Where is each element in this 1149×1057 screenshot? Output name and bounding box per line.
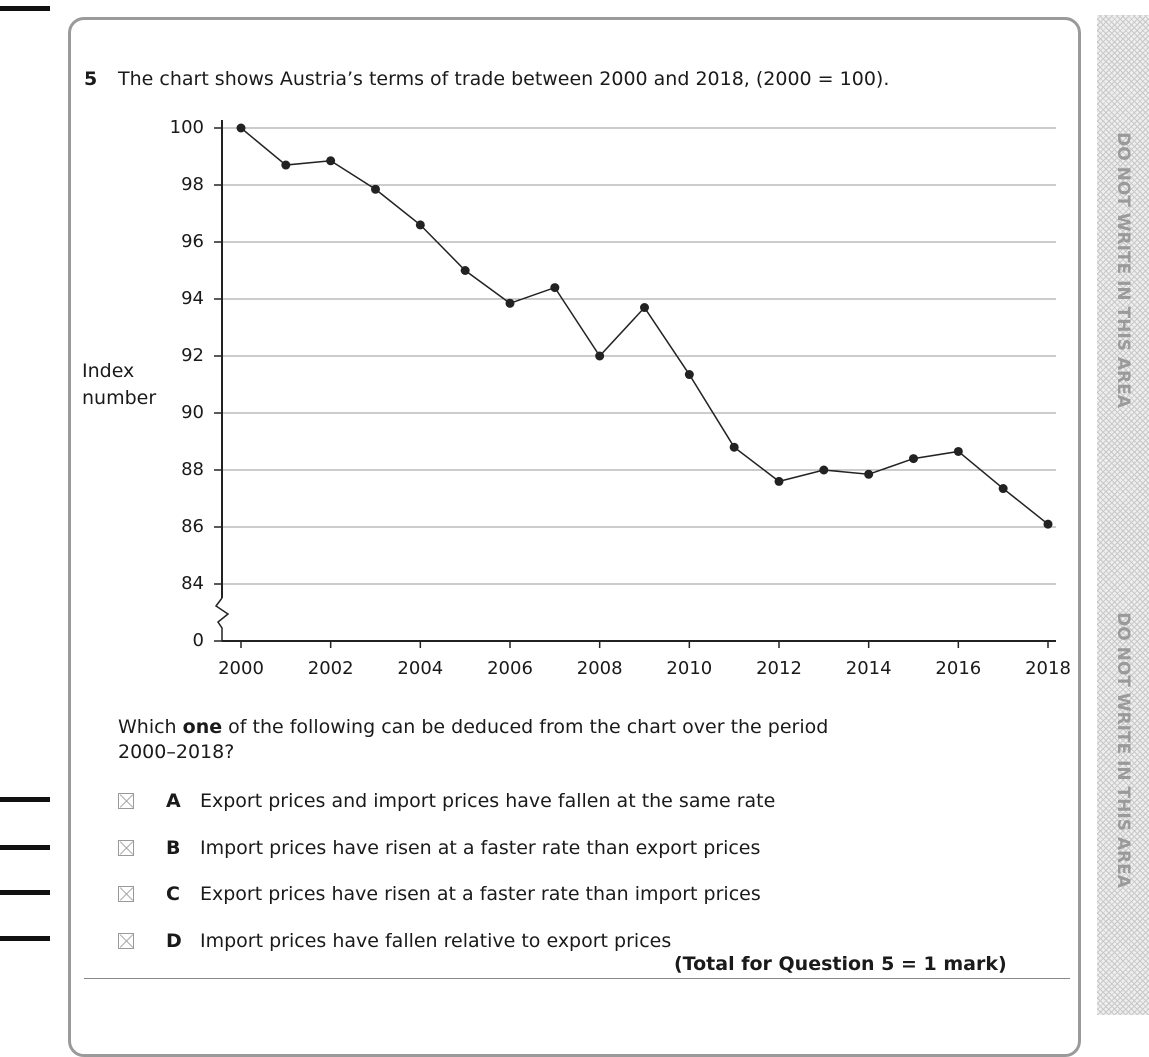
checkbox[interactable] [118,840,134,856]
chart: 0 84 86 88 90 92 94 96 98 100 2000 2002 2004 2006 2008… [170,117,1071,679]
data-point [819,465,829,475]
axis-break [214,597,230,641]
data-point [415,220,425,230]
y-tick-label: 86 [181,516,204,537]
data-point [729,442,739,452]
data-point [460,266,470,275]
data-point [550,283,560,293]
checkbox[interactable] [118,933,134,949]
option-text: Import prices have risen at a faster rat… [200,837,761,859]
page: DO NOT WRITE IN THIS AREA DO NOT WRITE I… [0,0,1149,1013]
x-tick-label: 2006 [487,658,533,679]
data-point [236,123,246,133]
x-tick-label: 2016 [935,658,981,679]
data-point [326,156,336,166]
rule [84,978,1070,979]
prompt-text: Which [118,716,177,738]
x-tick-label: 2018 [1025,658,1071,679]
data-point [371,184,380,194]
data-line [240,127,1049,525]
data-point [595,351,605,361]
checkbox[interactable] [118,886,134,902]
prompt-bold: one [182,716,223,738]
question-number: 5 [84,68,98,90]
margin-text: DO NOT WRITE IN THIS AREA [1113,132,1133,408]
option-text: Export prices have risen at a faster rat… [200,883,761,905]
option-letter: D [166,930,182,952]
option[interactable]: C Export prices have risen at a faster ra… [118,883,761,905]
option-text: Import prices have fallen relative to ex… [200,930,672,952]
margin-bar [0,797,50,802]
data-point [1043,519,1053,529]
checkbox[interactable] [118,793,134,809]
data-point [281,160,291,170]
y-axis-label: Index number [82,360,157,409]
prompt: Which one of the following can be deduce… [118,715,878,765]
data-point [909,454,918,464]
margin-text: DO NOT WRITE IN THIS AREA [1113,612,1133,888]
option-text: Export prices and import prices have fal… [200,790,776,812]
x-tick-label: 2004 [397,658,443,679]
total: (Total for Question 5 = 1 mark) [674,953,1007,975]
x-tick-label: 2012 [756,658,802,679]
option-letter: C [166,883,180,905]
option[interactable]: D Import prices have fallen relative to e… [118,930,671,952]
y-tick-label: 90 [181,402,204,423]
y-tick-label: 96 [181,231,204,252]
x-tick-label: 2000 [218,658,264,679]
option-letter: B [166,837,181,859]
margin-bar [0,6,50,11]
x-tick-label: 2008 [577,658,623,679]
data-point [684,370,694,380]
y-tick-label: 84 [181,573,204,594]
x-tick-label: 2010 [666,658,712,679]
margin-bar [0,845,50,850]
x-tick-label: 2002 [308,658,354,679]
option[interactable]: A Export prices and import prices have fa… [118,790,775,812]
question-title: The chart shows Austria’s terms of trade… [118,68,890,90]
x-tick-label: 2014 [846,658,892,679]
y-tick-label: 94 [181,288,204,309]
y-tick-label: 100 [170,117,204,138]
margin-bar [0,936,50,941]
option[interactable]: B Import prices have risen at a faster ra… [118,837,760,859]
margin-strip: DO NOT WRITE IN THIS AREA DO NOT WRITE I… [1097,15,1149,1015]
y-tick-label: 0 [193,630,204,651]
y-tick-label: 88 [181,459,204,480]
y-tick-label: 92 [181,345,204,366]
data-point [774,476,784,486]
margin-bar [0,890,50,895]
data-point [998,484,1008,494]
data-point [953,446,963,456]
data-point [864,469,874,479]
option-letter: A [166,790,181,812]
data-point [505,298,515,308]
data-point [640,303,649,313]
y-tick-label: 98 [181,174,204,195]
prompt-text: of the following can be deduced from the… [118,716,829,763]
